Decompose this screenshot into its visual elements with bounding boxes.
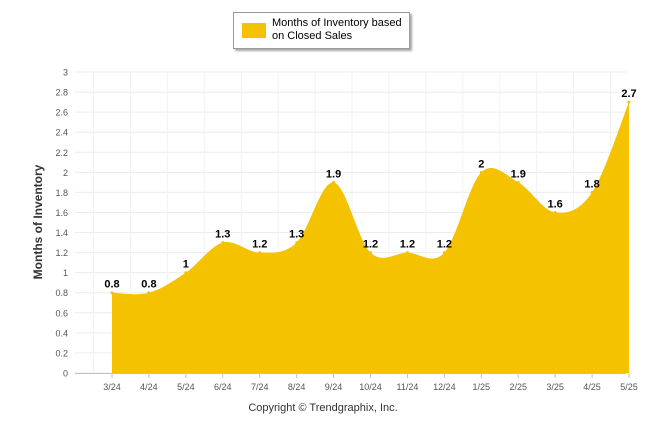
x-tick-label: 4/24 (140, 382, 158, 392)
x-tick-label: 5/25 (620, 382, 638, 392)
data-label: 1.9 (326, 168, 341, 180)
data-point (590, 190, 594, 194)
x-tick-label: 9/24 (325, 382, 343, 392)
data-label: 0.8 (141, 279, 156, 291)
data-label: 1.2 (252, 239, 267, 251)
data-label: 1.2 (363, 239, 378, 251)
data-point (553, 210, 557, 214)
data-label: 2.7 (621, 88, 636, 100)
x-tick-label: 2/25 (509, 382, 527, 392)
legend: Months of Inventory based on Closed Sale… (233, 12, 410, 49)
y-tick-label: 2.2 (55, 148, 68, 158)
y-tick-label: 1.4 (55, 228, 68, 238)
y-tick-label: 2 (63, 168, 68, 178)
data-point (221, 241, 225, 245)
x-tick-label: 3/25 (546, 382, 564, 392)
y-tick-label: 1.2 (55, 248, 68, 258)
data-point (442, 251, 446, 255)
y-tick-label: 0.6 (55, 308, 68, 318)
x-tick-label: 5/24 (177, 382, 195, 392)
x-tick-label: 10/24 (359, 382, 382, 392)
x-tick-label: 7/24 (251, 382, 269, 392)
x-tick-label: 8/24 (288, 382, 306, 392)
x-tick-label: 12/24 (433, 382, 456, 392)
y-tick-label: 0.8 (55, 288, 68, 298)
area-series (112, 102, 629, 373)
y-tick-label: 2.4 (55, 128, 68, 138)
data-point (369, 251, 372, 255)
data-point (295, 241, 299, 245)
data-point (184, 271, 188, 275)
data-label: 0.8 (104, 279, 119, 291)
y-tick-label: 2.6 (55, 108, 68, 118)
y-tick-label: 1.6 (55, 208, 68, 218)
x-tick-label: 4/25 (583, 382, 601, 392)
copyright-footer: Copyright © Trendgraphix, Inc. (248, 402, 398, 414)
legend-swatch (242, 23, 266, 38)
data-point (516, 180, 520, 184)
data-label: 2 (478, 158, 484, 170)
y-tick-label: 3 (63, 68, 68, 78)
data-label: 1.3 (215, 229, 230, 241)
y-tick-label: 2.8 (55, 88, 68, 98)
data-point (147, 291, 151, 295)
data-point (627, 100, 631, 104)
data-point (405, 251, 409, 255)
data-point (332, 180, 336, 184)
data-label: 1.6 (547, 198, 562, 210)
x-tick-label: 3/24 (103, 382, 121, 392)
data-label: 1.9 (511, 168, 526, 180)
y-tick-label: 0 (63, 369, 68, 379)
data-point (258, 251, 262, 255)
x-tick-label: 1/25 (473, 382, 491, 392)
data-label: 1.2 (437, 239, 452, 251)
y-tick-label: 1 (63, 268, 68, 278)
data-point (479, 170, 483, 174)
legend-label: Months of Inventory based on Closed Sale… (272, 17, 402, 42)
data-label: 1.2 (400, 239, 415, 251)
y-axis-title: Months of Inventory (31, 164, 45, 280)
x-tick-label: 6/24 (214, 382, 232, 392)
data-label: 1.3 (289, 229, 304, 241)
data-point (110, 291, 114, 295)
data-label: 1.8 (584, 178, 599, 190)
x-tick-label: 11/24 (396, 382, 418, 392)
data-label: 1 (183, 259, 189, 271)
y-tick-label: 0.2 (55, 348, 68, 358)
y-tick-label: 0.4 (55, 328, 68, 338)
y-tick-label: 1.8 (55, 188, 68, 198)
